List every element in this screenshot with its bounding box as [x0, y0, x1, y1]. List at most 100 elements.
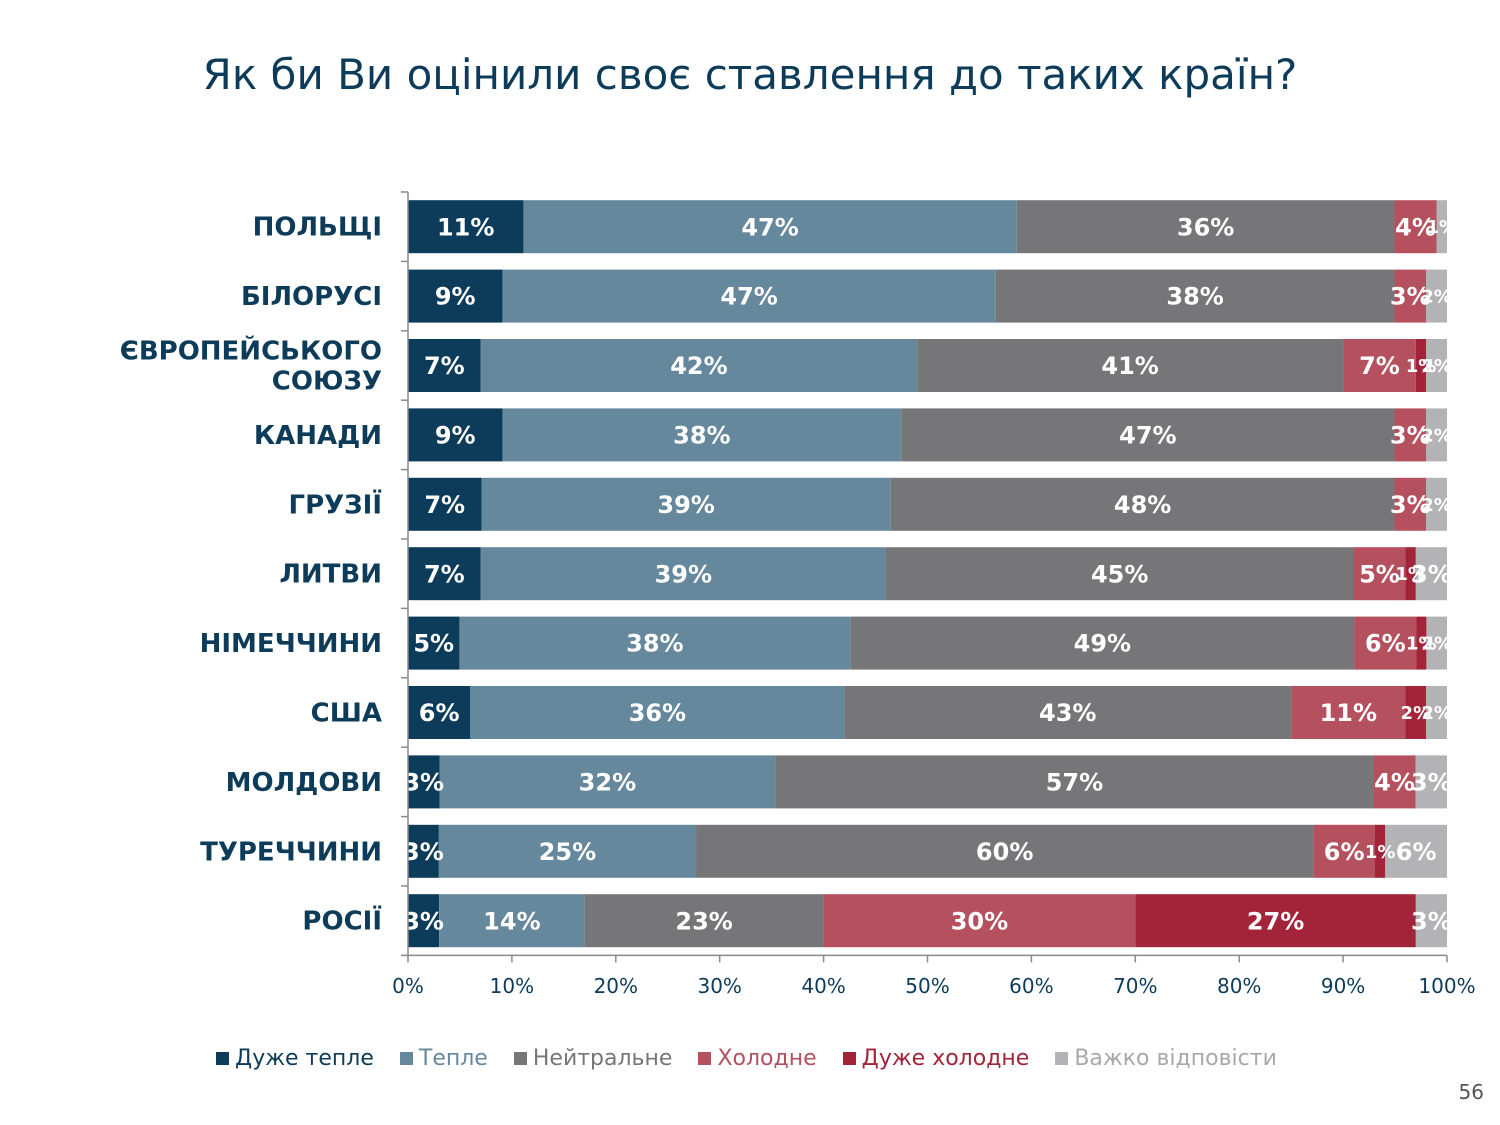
data-label: 9% [435, 283, 476, 311]
x-tick-label: 50% [905, 974, 949, 998]
bar-segment [1415, 755, 1447, 809]
page-number: 56 [1458, 1080, 1484, 1104]
bar-segment [502, 408, 902, 462]
data-label: 36% [629, 699, 686, 727]
bar-segment [775, 755, 1374, 809]
legend-label: Важко відповісти [1074, 1046, 1277, 1071]
data-label: 3% [1411, 769, 1452, 797]
bar-segment [438, 824, 697, 878]
bar-segment [850, 616, 1355, 670]
bar-segment [1415, 547, 1447, 601]
data-label: 39% [655, 560, 712, 588]
category-label: СОЮЗУ [272, 367, 382, 397]
bar-segment [408, 339, 481, 392]
data-label: 1% [1426, 217, 1457, 238]
category-label: США [311, 699, 382, 729]
data-label: 2% [1421, 425, 1452, 446]
category-label: ЛИТВИ [279, 560, 382, 590]
legend-label: Дуже холодне [861, 1046, 1030, 1071]
bar-segment [1374, 824, 1386, 878]
bar-segment [844, 686, 1292, 739]
data-label: 7% [424, 491, 465, 519]
data-label: 41% [1101, 352, 1158, 380]
data-label: 1% [1406, 634, 1437, 655]
bar-segment [408, 477, 482, 531]
data-label: 32% [579, 769, 636, 797]
data-label: 7% [1359, 352, 1400, 380]
bar-segment [480, 547, 886, 601]
x-tick-label: 30% [697, 974, 741, 998]
bar-segment [995, 269, 1395, 323]
bar-segment [584, 894, 824, 948]
data-label: 38% [626, 630, 683, 658]
bar-segment [1291, 686, 1406, 739]
bar-segment [480, 339, 918, 392]
data-label: 4% [1395, 213, 1436, 241]
bar-segment [1135, 894, 1416, 948]
data-label: 5% [1359, 560, 1400, 588]
bar-segment [408, 200, 524, 254]
bar-segment [1373, 755, 1416, 809]
legend-item: Нейтральне [513, 1046, 672, 1071]
bar-segment [1415, 894, 1447, 948]
data-label: 2% [1421, 495, 1452, 516]
data-label: 6% [1396, 838, 1437, 866]
bar-segment [408, 686, 471, 739]
data-label: 2% [1421, 634, 1452, 655]
bar-segment [408, 755, 440, 809]
data-label: 7% [424, 560, 465, 588]
legend-swatch [1055, 1052, 1069, 1065]
bar-segment [470, 686, 845, 739]
category-label: БІЛОРУСІ [241, 282, 382, 312]
bar-segment [439, 755, 776, 809]
legend: Дуже тепле Тепле Нейтральне Холодне Дуже хол… [216, 1046, 1277, 1071]
data-label: 7% [424, 352, 465, 380]
bar-segment [1343, 339, 1416, 392]
data-label: 3% [1411, 907, 1452, 935]
bar-segment [1313, 824, 1375, 878]
legend-label: Тепле [418, 1046, 488, 1071]
data-label: 38% [1166, 283, 1223, 311]
data-label: 3% [403, 838, 444, 866]
bar-segment [502, 269, 996, 323]
data-label: 11% [437, 213, 494, 241]
data-label: 1% [1395, 564, 1426, 585]
data-label: 3% [1390, 491, 1431, 519]
bar-segment [408, 408, 503, 462]
data-label: 43% [1039, 699, 1096, 727]
bar-segment [408, 547, 481, 601]
data-label: 39% [657, 491, 714, 519]
x-tick-label: 60% [1009, 974, 1053, 998]
data-label: 23% [675, 907, 732, 935]
bar-segment [459, 616, 851, 670]
bar-segment [1426, 408, 1447, 462]
category-label: НІМЕЧЧИНИ [200, 629, 382, 659]
category-label: МОЛДОВИ [226, 768, 382, 798]
data-label: 27% [1247, 907, 1304, 935]
data-label: 1% [1365, 842, 1396, 863]
bar-segment [523, 200, 1017, 254]
bar-segment [1405, 547, 1416, 601]
data-label: 3% [403, 907, 444, 935]
data-label: 3% [1390, 422, 1431, 450]
data-label: 60% [976, 838, 1033, 866]
bar-segment [408, 616, 460, 670]
bar-segment [1436, 200, 1447, 254]
data-label: 6% [1365, 630, 1406, 658]
category-label: ГРУЗІЇ [289, 488, 383, 520]
bar-segment [1415, 339, 1427, 392]
x-tick-label: 0% [392, 974, 424, 998]
bar-segment [1354, 616, 1417, 670]
data-label: 47% [1119, 422, 1176, 450]
bar-segment [1394, 200, 1437, 254]
bar-segment [1416, 616, 1427, 670]
x-tick-label: 90% [1321, 974, 1365, 998]
bar-segment [439, 894, 585, 948]
data-label: 6% [419, 699, 460, 727]
category-label: ТУРЕЧЧИНИ [200, 837, 382, 867]
legend-label: Дуже тепле [235, 1046, 374, 1071]
legend-item: Дуже холодне [842, 1046, 1030, 1071]
data-label: 3% [1411, 560, 1452, 588]
x-tick-label: 10% [490, 974, 534, 998]
